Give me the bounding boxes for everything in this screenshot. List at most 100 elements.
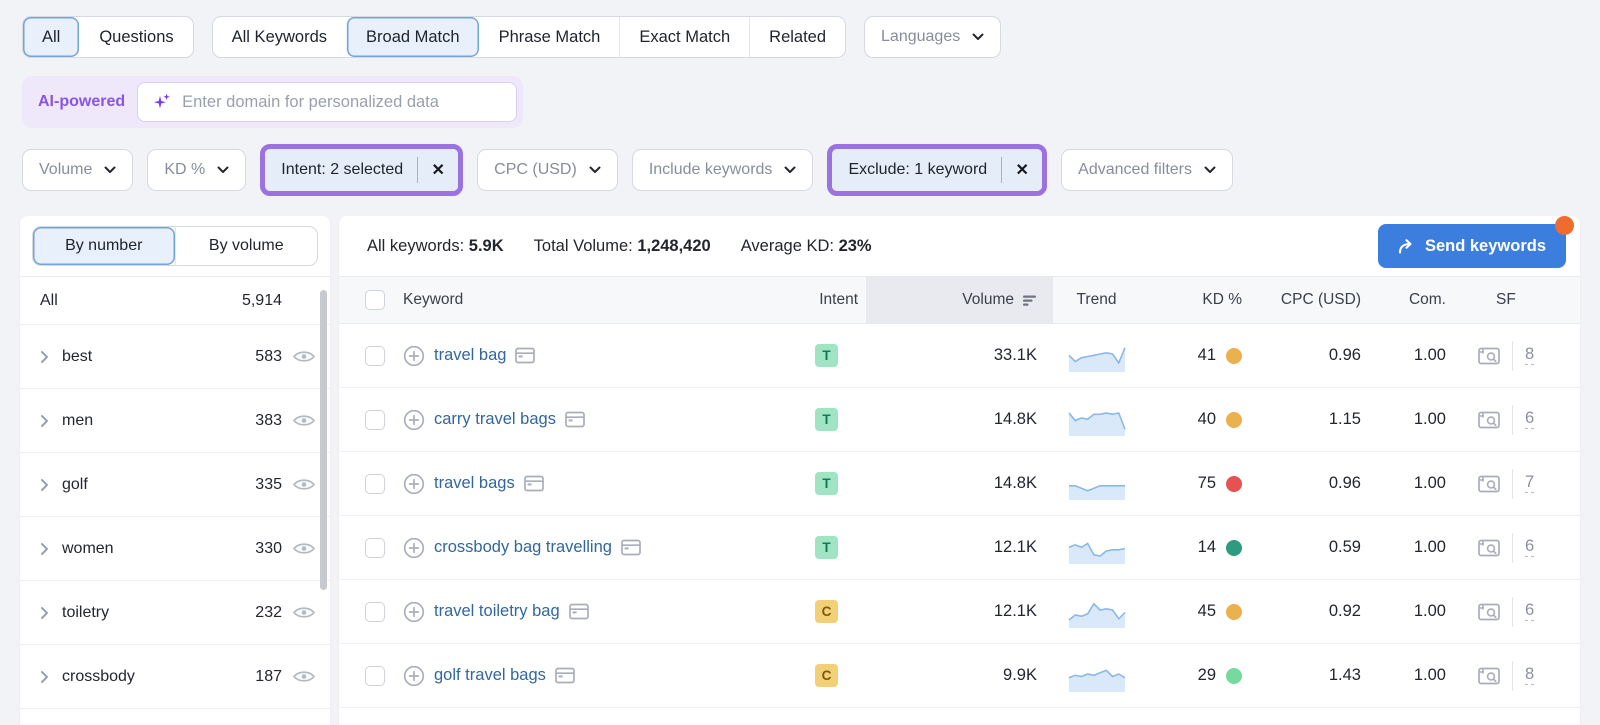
row-checkbox[interactable] xyxy=(365,601,385,622)
sf-count[interactable]: 8 xyxy=(1525,346,1535,366)
clear-filter-icon[interactable]: ✕ xyxy=(1015,162,1029,179)
add-keyword-icon[interactable] xyxy=(403,473,425,495)
col-header-cpc[interactable]: CPC (USD) xyxy=(1280,291,1361,308)
tab-broad-match[interactable]: Broad Match xyxy=(346,17,479,57)
keyword-link[interactable]: carry travel bags xyxy=(434,410,556,428)
group-label: best xyxy=(62,347,93,365)
col-header-intent[interactable]: Intent xyxy=(819,291,858,308)
keyword-link[interactable]: travel bags xyxy=(434,474,515,492)
col-header-com[interactable]: Com. xyxy=(1408,291,1446,308)
chevron-down-icon xyxy=(589,166,601,174)
intent-badge[interactable]: T xyxy=(815,408,838,431)
sf-count[interactable]: 8 xyxy=(1525,666,1535,686)
group-label: golf xyxy=(62,475,88,493)
serp-preview-icon[interactable] xyxy=(515,347,536,364)
col-header-trend[interactable]: Trend xyxy=(1076,291,1117,308)
group-row-all[interactable]: All 5,914 xyxy=(20,277,330,325)
filter-volume[interactable]: Volume xyxy=(22,149,134,191)
filter-kd[interactable]: KD % xyxy=(147,149,247,191)
add-keyword-icon[interactable] xyxy=(403,409,425,431)
trend-sparkline xyxy=(1067,403,1126,437)
tab-all[interactable]: All xyxy=(23,17,80,57)
chevron-right-icon[interactable] xyxy=(40,606,62,620)
tab-related[interactable]: Related xyxy=(749,17,845,57)
col-header-volume[interactable]: Volume xyxy=(866,277,1053,323)
sidebar-scrollbar[interactable] xyxy=(320,290,327,590)
eye-icon[interactable] xyxy=(290,541,316,556)
serp-features-icon[interactable] xyxy=(1478,603,1500,621)
notification-dot xyxy=(1555,216,1574,235)
col-header-kd[interactable]: KD % xyxy=(1202,291,1242,308)
group-row-men[interactable]: men 383 xyxy=(20,389,330,453)
filter-cpc-usd[interactable]: CPC (USD) xyxy=(477,149,618,191)
clear-filter-icon[interactable]: ✕ xyxy=(431,162,445,179)
filter-intent-2-selected[interactable]: Intent: 2 selected ✕ xyxy=(265,149,459,191)
tab-phrase-match[interactable]: Phrase Match xyxy=(498,27,601,46)
serp-features-icon[interactable] xyxy=(1478,667,1500,685)
chevron-right-icon[interactable] xyxy=(40,414,62,428)
row-checkbox[interactable] xyxy=(365,409,385,430)
eye-icon[interactable] xyxy=(290,669,316,684)
sf-count[interactable]: 6 xyxy=(1525,410,1535,430)
serp-preview-icon[interactable] xyxy=(621,539,641,556)
intent-badge[interactable]: C xyxy=(815,600,838,623)
add-keyword-icon[interactable] xyxy=(403,665,425,687)
send-keywords-button[interactable]: Send keywords xyxy=(1377,216,1574,268)
tab-all-keywords[interactable]: All Keywords xyxy=(231,27,328,46)
serp-features-icon[interactable] xyxy=(1478,347,1500,365)
col-header-keyword[interactable]: Keyword xyxy=(403,291,464,308)
add-keyword-icon[interactable] xyxy=(403,601,425,623)
serp-features-icon[interactable] xyxy=(1478,475,1500,493)
intent-badge[interactable]: T xyxy=(815,344,838,367)
serp-features-icon[interactable] xyxy=(1478,539,1500,557)
chevron-right-icon[interactable] xyxy=(40,478,62,492)
divider xyxy=(1512,596,1513,627)
chevron-right-icon[interactable] xyxy=(40,350,62,364)
eye-icon[interactable] xyxy=(290,477,316,492)
group-row-crossbody[interactable]: crossbody 187 xyxy=(20,645,330,709)
group-row-women[interactable]: women 330 xyxy=(20,517,330,581)
col-header-sf[interactable]: SF xyxy=(1496,291,1516,308)
keyword-link[interactable]: golf travel bags xyxy=(434,666,546,684)
serp-preview-icon[interactable] xyxy=(565,411,585,428)
row-checkbox[interactable] xyxy=(365,665,385,686)
keyword-link[interactable]: travel bag xyxy=(434,346,507,364)
tab-questions[interactable]: Questions xyxy=(99,27,174,46)
toggle-by-number[interactable]: By number xyxy=(33,227,175,265)
chevron-right-icon[interactable] xyxy=(40,542,62,556)
languages-dropdown[interactable]: Languages xyxy=(864,16,1002,58)
toggle-by-volume[interactable]: By volume xyxy=(174,227,318,265)
sf-count[interactable]: 6 xyxy=(1525,538,1535,558)
filter-exclude-1-keyword[interactable]: Exclude: 1 keyword ✕ xyxy=(832,149,1043,191)
group-row-best[interactable]: best 583 xyxy=(20,325,330,389)
chevron-right-icon[interactable] xyxy=(40,670,62,684)
intent-badge[interactable]: C xyxy=(815,664,838,687)
keyword-link[interactable]: travel toiletry bag xyxy=(434,602,560,620)
sf-count[interactable]: 6 xyxy=(1525,602,1535,622)
serp-preview-icon[interactable] xyxy=(555,667,575,684)
sf-count[interactable]: 7 xyxy=(1525,474,1535,494)
filter-advanced-filters[interactable]: Advanced filters xyxy=(1061,149,1234,191)
eye-icon[interactable] xyxy=(290,413,316,428)
group-row-golf[interactable]: golf 335 xyxy=(20,453,330,517)
eye-icon[interactable] xyxy=(290,605,316,620)
keyword-link[interactable]: crossbody bag travelling xyxy=(434,538,612,556)
row-checkbox[interactable] xyxy=(365,473,385,494)
add-keyword-icon[interactable] xyxy=(403,537,425,559)
tab-exact-match[interactable]: Exact Match xyxy=(619,17,749,57)
select-all-checkbox[interactable] xyxy=(365,290,385,310)
row-checkbox[interactable] xyxy=(365,537,385,558)
filter-include-keywords[interactable]: Include keywords xyxy=(631,149,814,191)
intent-badge[interactable]: T xyxy=(815,472,838,495)
serp-preview-icon[interactable] xyxy=(523,475,544,492)
eye-icon[interactable] xyxy=(290,349,316,364)
intent-badge[interactable]: T xyxy=(815,536,838,559)
serp-preview-icon[interactable] xyxy=(568,603,589,620)
filter-label: KD % xyxy=(164,161,206,178)
add-keyword-icon[interactable] xyxy=(403,345,425,367)
group-row-toiletry[interactable]: toiletry 232 xyxy=(20,581,330,645)
domain-input[interactable] xyxy=(182,92,503,112)
row-checkbox[interactable] xyxy=(365,345,385,366)
serp-features-icon[interactable] xyxy=(1478,411,1500,429)
group-count: 583 xyxy=(255,347,282,365)
